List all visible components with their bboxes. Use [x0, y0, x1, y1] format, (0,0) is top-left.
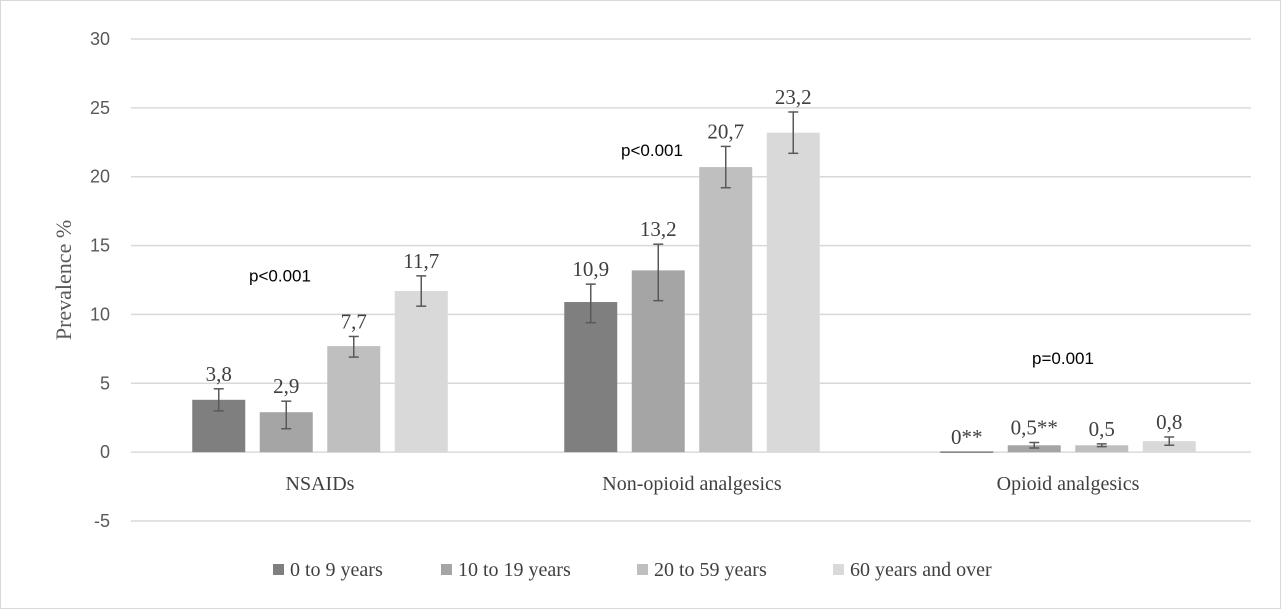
y-tick-label: 25: [90, 98, 110, 118]
data-label: 0,8: [1156, 410, 1182, 434]
data-label: 0,5**: [1011, 416, 1058, 440]
legend-swatch: [637, 564, 648, 575]
bar: [394, 291, 448, 453]
legend: 0 to 9 years 10 to 19 years 20 to 59 years…: [273, 559, 992, 581]
bar: [940, 451, 994, 453]
data-label: 23,2: [775, 85, 812, 109]
data-label: 13,2: [640, 217, 677, 241]
grid-lines: [131, 38, 1251, 522]
error-bars: [213, 111, 1175, 449]
legend-swatch: [273, 564, 284, 575]
y-tick-label: -5: [94, 511, 110, 531]
data-label: 0**: [951, 425, 983, 449]
bars: [192, 132, 1196, 453]
data-label: 11,7: [403, 249, 439, 273]
legend-label: 20 to 59 years: [654, 559, 767, 581]
data-label: 3,8: [206, 362, 232, 386]
data-labels: 3,8 2,9 7,7 11,7 10,9 13,2 20,7 23,2 0** 0,5** 0,5…: [206, 85, 1183, 449]
y-tick-label: 15: [90, 236, 110, 256]
data-label: 10,9: [572, 257, 609, 281]
bar: [699, 167, 753, 453]
data-label: 20,7: [707, 119, 744, 143]
y-tick-label: 10: [90, 304, 110, 324]
category-label: NSAIDs: [286, 473, 355, 495]
legend-swatch: [833, 564, 844, 575]
significance-annotation: p<0.001: [621, 141, 683, 160]
bar: [327, 346, 381, 453]
legend-label: 60 years and over: [850, 559, 992, 581]
bar: [766, 132, 820, 453]
category-label: Non-opioid analgesics: [602, 473, 782, 495]
axis-labels: -5 0 5 10 15 20 25 30 Prevalence % NSAIDs Non-opio…: [51, 29, 1140, 531]
significance-annotation: p<0.001: [249, 266, 311, 285]
bar: [1075, 445, 1129, 453]
legend-label: 10 to 19 years: [458, 559, 571, 581]
legend-label: 0 to 9 years: [290, 559, 383, 581]
bar: [564, 302, 618, 453]
data-label: 2,9: [273, 374, 299, 398]
data-label: 0,5: [1089, 417, 1115, 441]
category-label: Opioid analgesics: [997, 473, 1140, 495]
legend-swatch: [441, 564, 452, 575]
y-tick-label: 20: [90, 167, 110, 187]
significance-annotation: p=0.001: [1032, 349, 1094, 368]
y-axis-label: Prevalence %: [51, 220, 76, 340]
bar: [1142, 441, 1196, 453]
y-tick-label: 0: [100, 442, 110, 462]
y-tick-label: 5: [100, 373, 110, 393]
data-label: 7,7: [341, 309, 367, 333]
y-tick-label: 30: [90, 29, 110, 49]
